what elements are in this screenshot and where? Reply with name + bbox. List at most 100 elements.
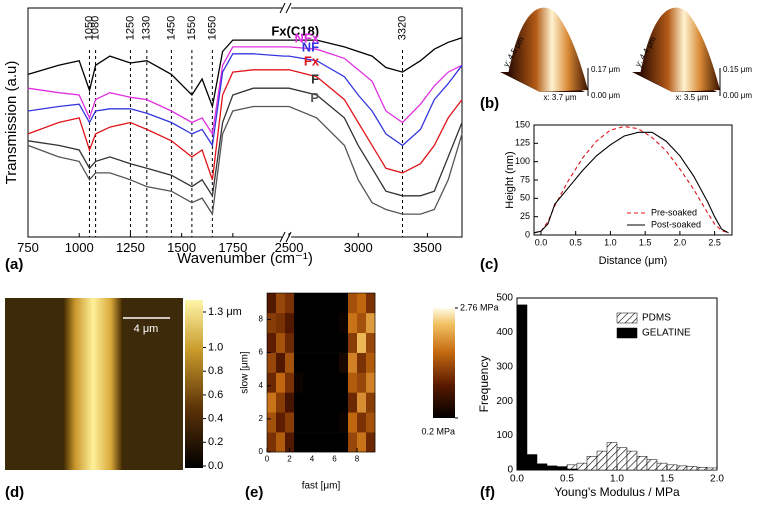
reference-label: 1330 bbox=[141, 16, 153, 40]
histogram-bar bbox=[536, 463, 548, 471]
heatmap-cell bbox=[348, 312, 358, 334]
panel-label: (c) bbox=[480, 256, 498, 273]
histogram-bar bbox=[586, 455, 598, 471]
y-tick-label: 75 bbox=[520, 174, 530, 184]
x-tick-label: 1.0 bbox=[604, 237, 617, 247]
y-tick-label: 125 bbox=[515, 138, 530, 148]
panel-label: (b) bbox=[480, 95, 499, 112]
heatmap-cell bbox=[312, 312, 322, 334]
heatmap-cell bbox=[294, 312, 304, 334]
legend-label: GELATINE bbox=[642, 328, 691, 339]
heatmap-cell bbox=[276, 432, 286, 453]
panel-label: (e) bbox=[245, 484, 263, 501]
x-tick-label: 0 bbox=[265, 454, 270, 463]
heatmap-cell bbox=[285, 372, 295, 393]
x-tick-label: 0.0 bbox=[510, 474, 524, 485]
heatmap-cell bbox=[348, 432, 358, 453]
x-tick-label: 0.0 bbox=[535, 237, 548, 247]
histogram-bar bbox=[696, 466, 708, 471]
histogram-bar bbox=[606, 442, 618, 471]
series-label: Fx(C18) bbox=[271, 23, 319, 38]
heatmap-cell bbox=[366, 412, 376, 433]
histogram-bar bbox=[626, 450, 638, 471]
panel-label: (a) bbox=[5, 256, 23, 273]
x-tick-label: 2.0 bbox=[710, 474, 724, 485]
colorbar-label: 0.4 bbox=[208, 413, 223, 425]
y-tick-label: 100 bbox=[515, 156, 530, 166]
series-line bbox=[27, 105, 463, 216]
heatmap-cell bbox=[330, 352, 340, 373]
heatmap-cell bbox=[366, 312, 376, 334]
heatmap-cell bbox=[267, 392, 277, 413]
heatmap-cell bbox=[330, 372, 340, 393]
histogram-bar bbox=[616, 447, 628, 471]
heatmap-cell bbox=[339, 312, 349, 334]
x-tick-label: 1.5 bbox=[639, 237, 652, 247]
x-tick-label: 3000 bbox=[344, 240, 373, 255]
heatmap-cell bbox=[312, 352, 322, 373]
reference-label: 1050 bbox=[83, 16, 95, 40]
heatmap-cell bbox=[276, 312, 286, 334]
heatmap-cell bbox=[267, 372, 277, 393]
plot-frame bbox=[266, 292, 376, 453]
series-line bbox=[27, 46, 463, 136]
series-line bbox=[27, 69, 463, 181]
heatmap-cell bbox=[285, 352, 295, 373]
heatmap-cell bbox=[267, 332, 277, 353]
heatmap-cell bbox=[348, 352, 358, 373]
heatmap-cell bbox=[339, 352, 349, 373]
plot-frame bbox=[27, 7, 463, 238]
heatmap-cell bbox=[285, 392, 295, 413]
legend-swatch bbox=[616, 312, 638, 324]
heatmap-cell bbox=[303, 352, 313, 373]
series-label: NFx bbox=[294, 30, 319, 45]
surface-z-max: 0.15 μm bbox=[723, 65, 752, 74]
heatmap-cell bbox=[294, 412, 304, 433]
series-label: P bbox=[310, 90, 319, 105]
colorbar-label: 2.76 MPa bbox=[460, 302, 499, 312]
colorbar-label: 0.6 bbox=[208, 389, 223, 401]
x-tick-label: 1750 bbox=[218, 240, 247, 255]
heatmap-cell bbox=[321, 372, 331, 393]
heatmap-cell bbox=[276, 332, 286, 353]
heatmap-cell bbox=[357, 392, 367, 413]
heatmap-cell bbox=[357, 332, 367, 353]
colorbar-label: 1.3 μm bbox=[208, 306, 242, 318]
series-label: NF bbox=[302, 40, 319, 55]
heatmap-cell bbox=[294, 432, 304, 453]
heatmap-cell bbox=[276, 412, 286, 433]
surface-z-min: 0.00 μm bbox=[591, 91, 620, 100]
x-axis-label: Wavenumber (cm⁻¹) bbox=[177, 250, 313, 267]
x-tick-label: 0.5 bbox=[560, 474, 574, 485]
heatmap-cell bbox=[303, 312, 313, 334]
legend-label: PDMS bbox=[642, 313, 671, 324]
y-tick-label: 0 bbox=[259, 447, 264, 456]
x-axis-label: Young's Modulus / MPa bbox=[554, 485, 680, 499]
colorbar-label: 0.8 bbox=[208, 365, 223, 377]
series-line bbox=[27, 37, 463, 109]
series-line bbox=[533, 131, 729, 234]
heatmap-cell bbox=[348, 412, 358, 433]
heatmap-cell bbox=[366, 432, 376, 453]
x-axis-label: Distance (μm) bbox=[599, 255, 668, 267]
heatmap-cell bbox=[357, 372, 367, 393]
heatmap-cell bbox=[276, 352, 286, 373]
heatmap-cell bbox=[267, 312, 277, 334]
series-label: Fx bbox=[304, 53, 320, 68]
x-tick-label: 1250 bbox=[116, 240, 145, 255]
heatmap-cell bbox=[321, 432, 331, 453]
y-tick-label: 25 bbox=[520, 211, 530, 221]
heatmap-cell bbox=[276, 372, 286, 393]
axis-break-gap bbox=[282, 232, 292, 242]
heatmap-cell bbox=[339, 332, 349, 353]
x-tick-label: 6 bbox=[332, 454, 337, 463]
heatmap-cell bbox=[303, 432, 313, 453]
y-tick-label: 2 bbox=[259, 414, 264, 423]
heatmap-cell bbox=[294, 332, 304, 353]
heatmap-cell bbox=[321, 412, 331, 433]
y-tick-label: 300 bbox=[496, 361, 513, 372]
surface-x-label: x: 3.5 μm bbox=[675, 93, 708, 102]
x-tick-label: 2.5 bbox=[708, 237, 721, 247]
heatmap-cell bbox=[294, 293, 304, 314]
heatmap-cell bbox=[312, 372, 322, 393]
